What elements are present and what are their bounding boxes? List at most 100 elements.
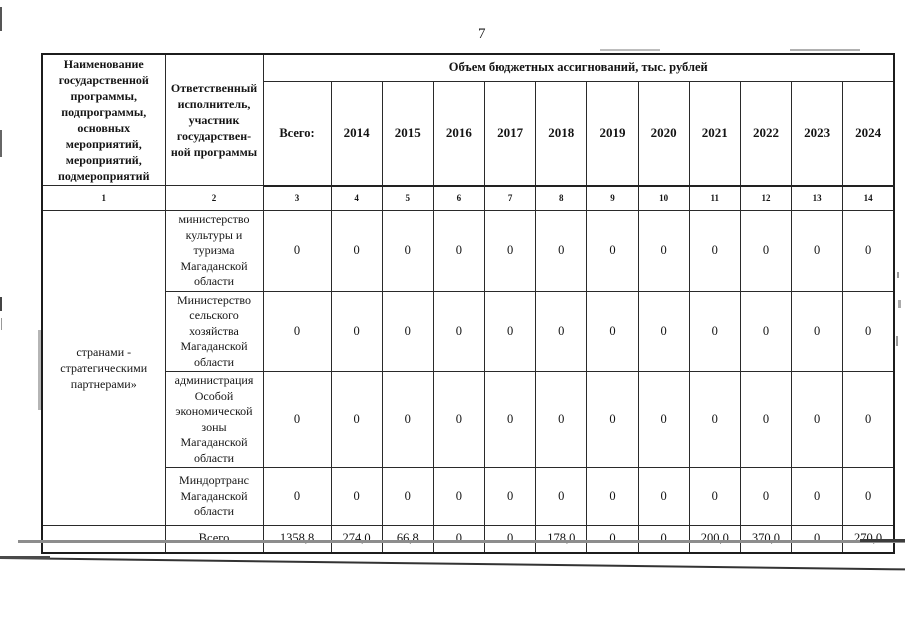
- value-cell: 0: [381, 467, 434, 526]
- executor-cell: администрация Особой экономической зоны …: [164, 371, 264, 468]
- value-cell: 0: [637, 290, 690, 372]
- total-value-cell: 0: [791, 525, 844, 553]
- total-row-label: Всего: [164, 525, 264, 553]
- value-cell: 0: [535, 210, 588, 292]
- header-year-2014: 2014: [330, 80, 383, 187]
- col-number: 6: [432, 185, 486, 211]
- value-cell: 0: [637, 371, 690, 468]
- value-cell: 0: [739, 210, 793, 292]
- scan-artifact-top-smudge: [600, 49, 660, 51]
- total-value-cell: 66,8: [381, 525, 434, 553]
- program-name-cell: странами - стратегическими партнерами»: [41, 210, 166, 526]
- value-cell: 0: [432, 371, 486, 468]
- value-cell: 0: [637, 210, 690, 292]
- scan-artifact-left-dash: [1, 318, 2, 330]
- budget-table: Наименование государственной программы, …: [41, 53, 895, 554]
- value-cell: 0: [586, 371, 639, 468]
- value-cell: 0: [484, 210, 537, 292]
- value-cell: 0: [484, 290, 537, 372]
- value-cell: 0: [432, 210, 486, 292]
- scan-artifact-right-speckle: [898, 300, 901, 308]
- value-cell: 0: [432, 290, 486, 372]
- value-cell: 0: [330, 467, 383, 526]
- total-value-cell: 0: [432, 525, 486, 553]
- value-cell: 0: [330, 210, 383, 292]
- header-year-2015: 2015: [381, 80, 434, 187]
- header-year-2024: 2024: [842, 80, 895, 187]
- value-cell: 0: [791, 467, 844, 526]
- value-cell: 0: [262, 371, 332, 468]
- page-number: 7: [478, 26, 486, 42]
- header-year-2016: 2016: [432, 80, 486, 187]
- header-year-2019: 2019: [586, 80, 639, 187]
- value-cell: 0: [842, 371, 895, 468]
- header-total: Всего:: [262, 80, 332, 187]
- scan-artifact-left-dash: [0, 130, 2, 157]
- total-value-cell: 178,0: [535, 525, 588, 553]
- scan-artifact-gray-line: [18, 540, 905, 543]
- value-cell: 0: [739, 467, 793, 526]
- value-cell: 0: [586, 290, 639, 372]
- value-cell: 0: [688, 210, 741, 292]
- value-cell: 0: [535, 371, 588, 468]
- value-cell: 0: [791, 290, 844, 372]
- value-cell: 0: [586, 210, 639, 292]
- scan-artifact-right-speckle: [896, 336, 898, 346]
- value-cell: 0: [688, 467, 741, 526]
- value-cell: 0: [432, 467, 486, 526]
- header-year-2023: 2023: [791, 80, 844, 187]
- scan-artifact-slanted-rule: [0, 557, 905, 571]
- header-year-2018: 2018: [535, 80, 588, 187]
- header-program-column: Наименование государственной программы, …: [41, 53, 166, 186]
- col-number: 2: [164, 185, 264, 211]
- col-number: 9: [586, 185, 639, 211]
- header-year-2022: 2022: [739, 80, 793, 187]
- total-value-cell: 0: [637, 525, 690, 553]
- value-cell: 0: [330, 290, 383, 372]
- executor-cell: Министерство сельского хозяйства Магадан…: [164, 290, 264, 372]
- col-number: 1: [41, 185, 166, 211]
- total-value-cell: 0: [484, 525, 537, 553]
- value-cell: 0: [535, 467, 588, 526]
- value-cell: 0: [739, 371, 793, 468]
- total-value-cell: 200,0: [688, 525, 741, 553]
- value-cell: 0: [637, 467, 690, 526]
- total-value-cell: 370,0: [739, 525, 793, 553]
- value-cell: 0: [484, 467, 537, 526]
- value-cell: 0: [262, 290, 332, 372]
- value-cell: 0: [586, 467, 639, 526]
- value-cell: 0: [842, 210, 895, 292]
- header-year-2021: 2021: [688, 80, 741, 187]
- value-cell: 0: [791, 371, 844, 468]
- scan-artifact-right-speckle: [897, 272, 899, 278]
- scan-artifact-left-dash: [0, 7, 2, 31]
- header-executor-column: Ответственный исполнитель, участник госу…: [164, 53, 264, 186]
- executor-cell: Миндортранс Магаданской области: [164, 467, 264, 526]
- value-cell: 0: [791, 210, 844, 292]
- scan-artifact-left-dash: [0, 297, 2, 311]
- value-cell: 0: [842, 467, 895, 526]
- value-cell: 0: [381, 290, 434, 372]
- value-cell: 0: [381, 371, 434, 468]
- col-number: 5: [381, 185, 434, 211]
- executor-cell: министерство культуры и туризма Магаданс…: [164, 210, 264, 292]
- header-year-2017: 2017: [484, 80, 537, 187]
- value-cell: 0: [535, 290, 588, 372]
- program-cell-empty: [41, 525, 166, 553]
- col-number: 7: [484, 185, 537, 211]
- header-budget-span: Объем бюджетных ассигнований, тыс. рубле…: [262, 53, 895, 82]
- scan-artifact-slant-cap: [0, 556, 50, 559]
- col-number: 12: [739, 185, 793, 211]
- value-cell: 0: [842, 290, 895, 372]
- scan-artifact-border-shadow: [38, 330, 41, 410]
- total-value-cell: 274,0: [330, 525, 383, 553]
- scan-artifact-top-smudge: [790, 49, 860, 51]
- col-number: 8: [535, 185, 588, 211]
- total-value-cell: 1358,8: [262, 525, 332, 553]
- header-year-2020: 2020: [637, 80, 690, 187]
- col-number: 10: [637, 185, 690, 211]
- col-number: 14: [842, 185, 895, 211]
- value-cell: 0: [688, 371, 741, 468]
- scan-artifact-gray-line-dark: [860, 539, 905, 542]
